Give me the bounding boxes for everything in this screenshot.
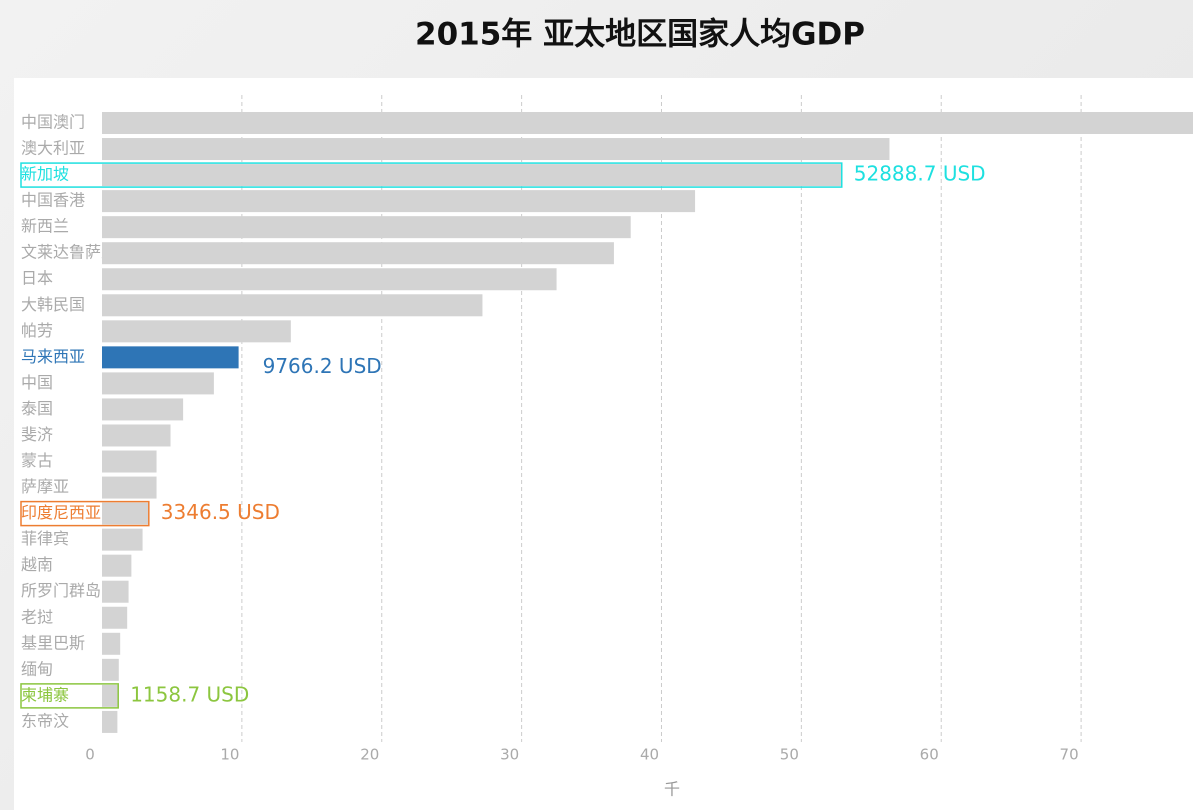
bar	[102, 502, 149, 525]
value-label: 3346.5 USD	[161, 500, 280, 524]
category-label: 柬埔寨	[21, 685, 69, 704]
category-label: 新西兰	[21, 217, 69, 236]
chart-title: 2015年 亚太地区国家人均GDP	[415, 17, 865, 53]
bars	[102, 112, 1193, 733]
category-label: 菲律宾	[21, 529, 69, 548]
bar	[102, 554, 132, 577]
highlight-box	[20, 500, 150, 527]
bar	[102, 268, 557, 291]
labels: 中国澳门澳大利亚新加坡中国香港新西兰文莱达鲁萨兰国日本大韩民国帕劳马来西亚中国泰…	[21, 113, 133, 731]
category-label: 澳大利亚	[21, 139, 85, 158]
x-axis-title: 千	[664, 780, 680, 799]
category-label: 斐济	[21, 425, 53, 444]
category-label: 大韩民国	[21, 295, 85, 314]
bar	[102, 424, 171, 447]
bar	[102, 294, 483, 317]
category-label: 萨摩亚	[21, 477, 69, 496]
category-label: 缅甸	[21, 659, 53, 678]
bar	[102, 372, 214, 395]
bar	[102, 450, 157, 473]
x-tick-label: 30	[500, 746, 519, 764]
bar	[102, 112, 1193, 134]
category-label: 中国	[21, 373, 53, 392]
category-label: 基里巴斯	[21, 633, 85, 652]
x-tick-label: 10	[220, 746, 239, 764]
x-tick-label: 40	[640, 746, 659, 764]
bar	[102, 528, 143, 551]
bar	[102, 684, 119, 707]
highlight-box	[20, 162, 843, 188]
value-label: 1158.7 USD	[130, 682, 249, 706]
bar	[102, 710, 118, 733]
bar	[102, 398, 184, 421]
x-tick-label: 70	[1060, 746, 1079, 764]
bar	[102, 242, 614, 265]
bar	[102, 346, 239, 369]
category-label: 东帝汶	[21, 711, 69, 730]
bar	[102, 164, 842, 187]
category-label: 泰国	[21, 399, 53, 418]
bar	[102, 606, 128, 629]
category-label: 文莱达鲁萨兰国	[21, 243, 133, 262]
x-tick-label: 20	[360, 746, 379, 764]
category-label: 帕劳	[21, 321, 53, 340]
bar	[102, 320, 291, 343]
category-label: 老挝	[21, 607, 53, 626]
x-tick-label: 60	[920, 746, 939, 764]
bar	[102, 476, 157, 499]
category-label: 所罗门群岛	[21, 581, 101, 600]
category-label: 新加坡	[21, 165, 69, 184]
bar	[102, 138, 890, 161]
category-label: 日本	[21, 269, 53, 288]
value-label: 52888.7 USD	[854, 162, 986, 186]
category-label: 越南	[21, 555, 53, 574]
bar	[102, 658, 119, 681]
category-label: 中国澳门	[21, 113, 85, 132]
bar	[102, 632, 121, 655]
highlight-box	[20, 683, 119, 709]
x-tick-label: 0	[85, 746, 95, 764]
value-label: 9766.2 USD	[263, 354, 382, 378]
category-label: 蒙古	[21, 451, 53, 470]
x-tick-label: 50	[780, 746, 799, 764]
category-label: 中国香港	[21, 191, 85, 210]
bar	[102, 580, 129, 603]
bar	[102, 190, 696, 213]
category-label: 马来西亚	[21, 347, 85, 366]
bar	[102, 216, 631, 239]
category-label: 印度尼西亚	[21, 503, 101, 522]
